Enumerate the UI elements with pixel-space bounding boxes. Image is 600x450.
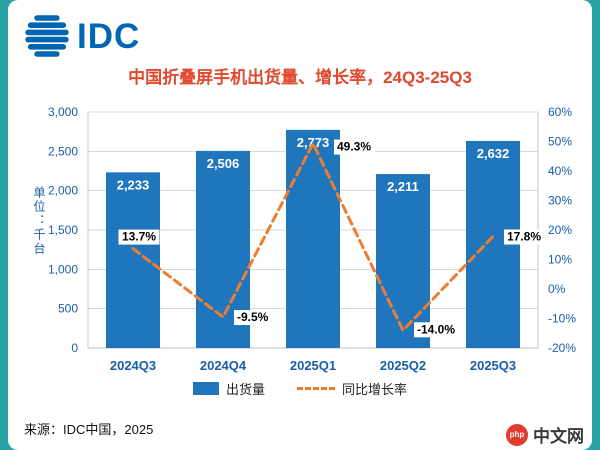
right-axis-tick-label: 50% (548, 135, 572, 149)
category-label: 2024Q4 (200, 358, 247, 373)
growth-label-bg (504, 229, 545, 245)
right-axis-tick-label: -20% (548, 341, 576, 355)
bar-value-label: 2,233 (117, 177, 150, 192)
growth-value-label: 49.3% (337, 140, 371, 154)
php-cn-logo: php 中文网 (506, 422, 584, 447)
chart-title: 中国折叠屏手机出货量、增长率，24Q3-25Q3 (128, 68, 472, 87)
growth-label-bg (414, 322, 462, 338)
legend-line-label: 同比增长率 (342, 382, 408, 397)
y-axis-unit-label: 单位：千台 (32, 186, 46, 256)
left-axis-tick-label: 3,000 (48, 105, 78, 119)
growth-label-bg (234, 310, 275, 326)
idc-logo: IDC (24, 13, 140, 59)
right-axis-tick-label: -10% (548, 312, 576, 326)
bar (286, 129, 340, 348)
category-label: 2025Q2 (380, 358, 426, 373)
left-axis-tick-label: 500 (58, 302, 78, 316)
legend: 出货量 同比增长率 (0, 379, 600, 398)
dashed-line-swatch-icon (297, 387, 335, 390)
bar (376, 174, 430, 348)
growth-value-label: 13.7% (122, 230, 156, 244)
left-axis-tick-label: 1,500 (48, 223, 78, 237)
php-badge-icon: php (506, 423, 528, 446)
right-axis-tick-label: 0% (548, 282, 566, 296)
bar-value-label: 2,211 (387, 179, 419, 194)
bar-value-label: 2,632 (477, 146, 510, 161)
growth-value-label: -9.5% (237, 310, 269, 324)
left-axis-tick-label: 2,500 (48, 144, 78, 158)
left-axis-tick-label: 2,000 (48, 184, 78, 198)
right-axis-tick-label: 30% (548, 194, 572, 208)
legend-item-shipments: 出货量 (192, 379, 265, 398)
category-label: 2025Q3 (470, 358, 516, 373)
bar-value-label: 2,773 (297, 135, 330, 150)
right-axis-tick-label: 20% (548, 223, 572, 237)
category-label: 2025Q1 (290, 358, 336, 373)
growth-label-bg (118, 229, 160, 245)
idc-globe-icon (25, 15, 69, 57)
category-label: 2024Q3 (110, 358, 156, 373)
bar-swatch-icon (192, 382, 219, 395)
growth-line (131, 140, 495, 333)
right-axis-tick-label: 40% (548, 164, 572, 178)
bar-value-label: 2,506 (207, 156, 240, 171)
growth-value-label: 17.8% (507, 229, 541, 243)
legend-item-growth: 同比增长率 (297, 379, 407, 398)
source-text: 来源：IDC中国，2025 (24, 422, 154, 437)
right-axis-tick-label: 10% (548, 253, 572, 267)
legend-bar-label: 出货量 (225, 382, 265, 397)
idc-logo-text: IDC (77, 16, 141, 56)
growth-value-label: -14.0% (417, 322, 455, 336)
left-axis-tick-label: 1,000 (48, 262, 78, 276)
bar (106, 172, 160, 348)
php-logo-text: 中文网 (533, 427, 584, 446)
right-axis-tick-label: 60% (548, 105, 572, 119)
growth-label-bg (334, 139, 375, 155)
left-axis-tick-label: 0 (71, 341, 78, 355)
